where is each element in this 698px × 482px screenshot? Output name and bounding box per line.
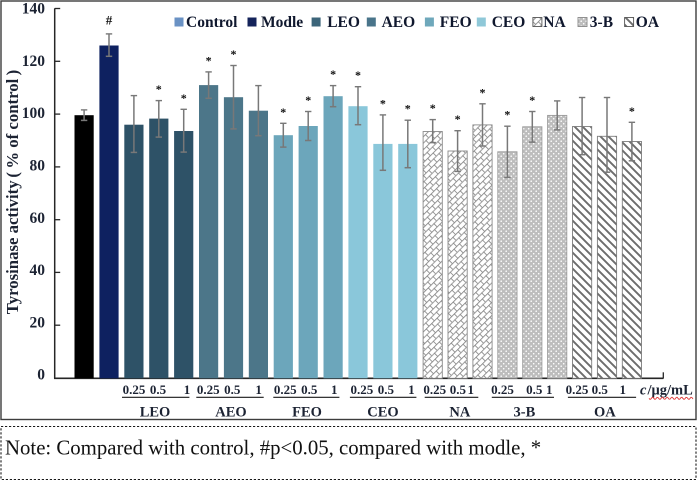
svg-text:*: *	[156, 82, 162, 96]
svg-text:0.25: 0.25	[197, 382, 220, 397]
svg-text:OA: OA	[594, 405, 616, 421]
svg-text:NA: NA	[449, 405, 470, 421]
svg-text:0.5: 0.5	[224, 382, 241, 397]
svg-text:*: *	[529, 93, 535, 107]
svg-text:*: *	[455, 112, 461, 126]
svg-text:3-B: 3-B	[514, 405, 536, 421]
svg-text:80: 80	[30, 158, 46, 175]
svg-text:Note: Compared with control, #: Note: Compared with control, #p<0.05, co…	[5, 437, 541, 460]
svg-text:*: *	[504, 108, 510, 122]
svg-text:0.5: 0.5	[450, 382, 467, 397]
svg-text:*: *	[181, 91, 187, 105]
svg-text:0.5: 0.5	[301, 382, 318, 397]
svg-text:0.5: 0.5	[150, 382, 167, 397]
svg-text:140: 140	[22, 1, 46, 18]
svg-text:FEO: FEO	[292, 405, 322, 421]
svg-text:#: #	[106, 12, 113, 27]
svg-text:NA: NA	[543, 14, 566, 31]
svg-text:CEO: CEO	[492, 14, 526, 31]
svg-text:*: *	[280, 105, 286, 119]
svg-text:0.25: 0.25	[423, 382, 446, 397]
svg-text:*: *	[206, 53, 212, 67]
svg-text:/μg/mL: /μg/mL	[647, 383, 694, 399]
svg-text:1: 1	[408, 382, 415, 397]
svg-text:0: 0	[37, 367, 45, 384]
svg-text:*: *	[231, 47, 237, 61]
svg-text:0.25: 0.25	[491, 382, 514, 397]
svg-text:0.5: 0.5	[592, 382, 609, 397]
svg-text:*: *	[305, 93, 311, 107]
svg-text:1: 1	[546, 382, 553, 397]
svg-text:AEO: AEO	[215, 405, 246, 421]
svg-text:40: 40	[30, 262, 46, 279]
svg-text:0.25: 0.25	[351, 382, 374, 397]
svg-text:0.5: 0.5	[378, 382, 395, 397]
svg-text:Tyrosinase activity ( % of con: Tyrosinase activity ( % of control )	[3, 70, 22, 314]
svg-text:60: 60	[30, 210, 46, 227]
svg-text:3-B: 3-B	[590, 14, 613, 31]
svg-text:1: 1	[255, 382, 262, 397]
svg-text:*: *	[480, 85, 486, 99]
svg-text:AEO: AEO	[382, 14, 416, 31]
svg-text:0.25: 0.25	[123, 382, 146, 397]
svg-text:1: 1	[620, 382, 627, 397]
svg-text:FEO: FEO	[440, 14, 472, 31]
svg-text:CEO: CEO	[367, 405, 398, 421]
svg-text:LEO: LEO	[327, 14, 360, 31]
svg-text:c: c	[640, 383, 647, 399]
svg-text:OA: OA	[636, 14, 660, 31]
svg-text:120: 120	[22, 53, 46, 70]
svg-text:*: *	[405, 102, 411, 116]
svg-text:0.25: 0.25	[566, 382, 589, 397]
svg-text:1: 1	[184, 382, 191, 397]
svg-text:100: 100	[22, 105, 46, 122]
svg-text:*: *	[330, 67, 336, 81]
svg-text:*: *	[430, 101, 436, 115]
svg-text:LEO: LEO	[140, 405, 171, 421]
svg-text:Modle: Modle	[261, 14, 303, 31]
svg-text:1: 1	[467, 382, 474, 397]
svg-text:1: 1	[331, 382, 338, 397]
svg-text:Control: Control	[186, 14, 238, 31]
svg-text:20: 20	[30, 314, 46, 331]
svg-text:0.5: 0.5	[526, 382, 543, 397]
svg-text:*: *	[355, 68, 361, 82]
svg-text:*: *	[380, 96, 386, 110]
svg-text:0.25: 0.25	[274, 382, 297, 397]
svg-text:*: *	[629, 104, 635, 118]
